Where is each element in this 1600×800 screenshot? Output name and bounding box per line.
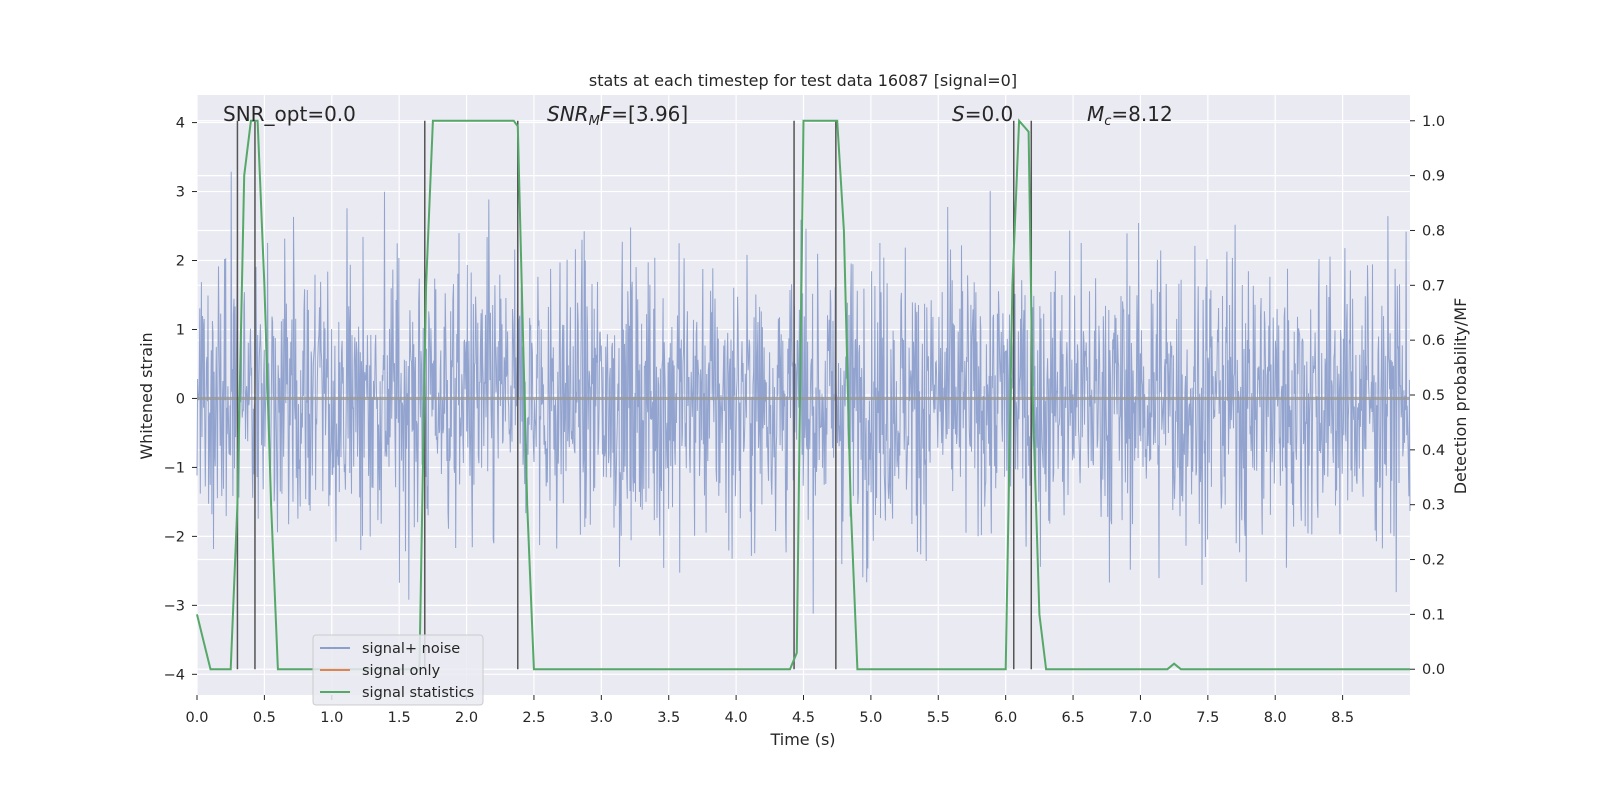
y-right-tick-label: 0.8 — [1422, 223, 1445, 239]
y-left-tick-label: −1 — [164, 460, 185, 476]
y-right-tick-label: 0.9 — [1422, 169, 1445, 185]
y-axis-right-label: Detection probability/MF — [1451, 298, 1470, 495]
noise-trace — [196, 171, 1411, 614]
y-right-tick-label: 0.3 — [1422, 498, 1445, 514]
y-left-tick-label: 4 — [176, 116, 185, 132]
x-tick-label: 1.0 — [320, 710, 343, 726]
y-right-tick-label: 0.6 — [1422, 333, 1445, 349]
y-right-tick-label: 0.0 — [1422, 662, 1445, 678]
y-left-tick-label: 0 — [176, 391, 185, 407]
x-tick-label: 2.5 — [522, 710, 545, 726]
x-tick-label: 3.5 — [657, 710, 680, 726]
x-tick-label: 5.0 — [859, 710, 882, 726]
y-left-tick-label: 3 — [176, 185, 185, 201]
legend: signal+ noise signal only signal statist… — [312, 634, 484, 706]
y-right-tick-label: 0.5 — [1422, 388, 1445, 404]
x-tick-label: 3.0 — [590, 710, 613, 726]
y-axis-left-label: Whitened strain — [137, 332, 156, 459]
signal-statistics-line — [196, 118, 1410, 671]
x-tick-label: 7.0 — [1129, 710, 1152, 726]
y-right-tick-label: 0.7 — [1422, 278, 1445, 294]
x-tick-label: 4.0 — [725, 710, 748, 726]
x-tick-label: 6.5 — [1062, 710, 1085, 726]
x-ticks: 0.0 0.5 1.0 1.5 2.0 2.5 3.0 3.5 4.0 4.5 5.0 5.5 6.0 6… — [185, 695, 1354, 726]
x-tick-label: 8.5 — [1331, 710, 1354, 726]
y-left-tick-label: −3 — [164, 598, 185, 614]
x-tick-label: 7.5 — [1196, 710, 1219, 726]
y-left-tick-label: −2 — [164, 529, 185, 545]
y-left-tick-label: −4 — [164, 667, 185, 683]
x-tick-label: 5.5 — [927, 710, 950, 726]
y-left-ticks: 4 3 2 1 0 −1 −2 −3 −4 — [164, 116, 197, 683]
y-right-tick-label: 0.1 — [1422, 607, 1445, 623]
x-tick-label: 6.0 — [994, 710, 1017, 726]
y-left-tick-label: 2 — [176, 254, 185, 270]
legend-label-signal-only: signal only — [362, 663, 441, 679]
noise-series — [196, 171, 1411, 614]
vertical-markers — [236, 120, 1033, 670]
x-tick-label: 0.5 — [253, 710, 276, 726]
snr-opt-annotation: SNR_opt=0.0 — [223, 102, 356, 126]
x-axis-label: Time (s) — [769, 730, 835, 749]
s-annotation: S=0.0 — [952, 102, 1013, 126]
y-right-ticks: 1.0 0.9 0.8 0.7 0.6 0.5 0.4 0.3 0.2 0.1 0.0 — [1410, 114, 1445, 678]
y-right-tick-label: 1.0 — [1422, 114, 1445, 130]
y-left-tick-label: 1 — [176, 322, 185, 338]
x-tick-label: 0.0 — [185, 710, 208, 726]
y-right-tick-label: 0.2 — [1422, 553, 1445, 569]
chart-title: stats at each timestep for test data 160… — [589, 71, 1017, 90]
x-tick-label: 8.0 — [1264, 710, 1287, 726]
legend-label-statistics: signal statistics — [362, 685, 474, 701]
mc-annotation: Mc=8.12 — [1087, 102, 1173, 129]
y-right-tick-label: 0.4 — [1422, 443, 1445, 459]
legend-box — [312, 634, 484, 706]
x-tick-label: 2.0 — [455, 710, 478, 726]
legend-label-noise: signal+ noise — [362, 641, 460, 657]
snr-mf-annotation: SNRMF=[3.96] — [547, 102, 688, 129]
x-tick-label: 1.5 — [388, 710, 411, 726]
x-tick-label: 4.5 — [792, 710, 815, 726]
